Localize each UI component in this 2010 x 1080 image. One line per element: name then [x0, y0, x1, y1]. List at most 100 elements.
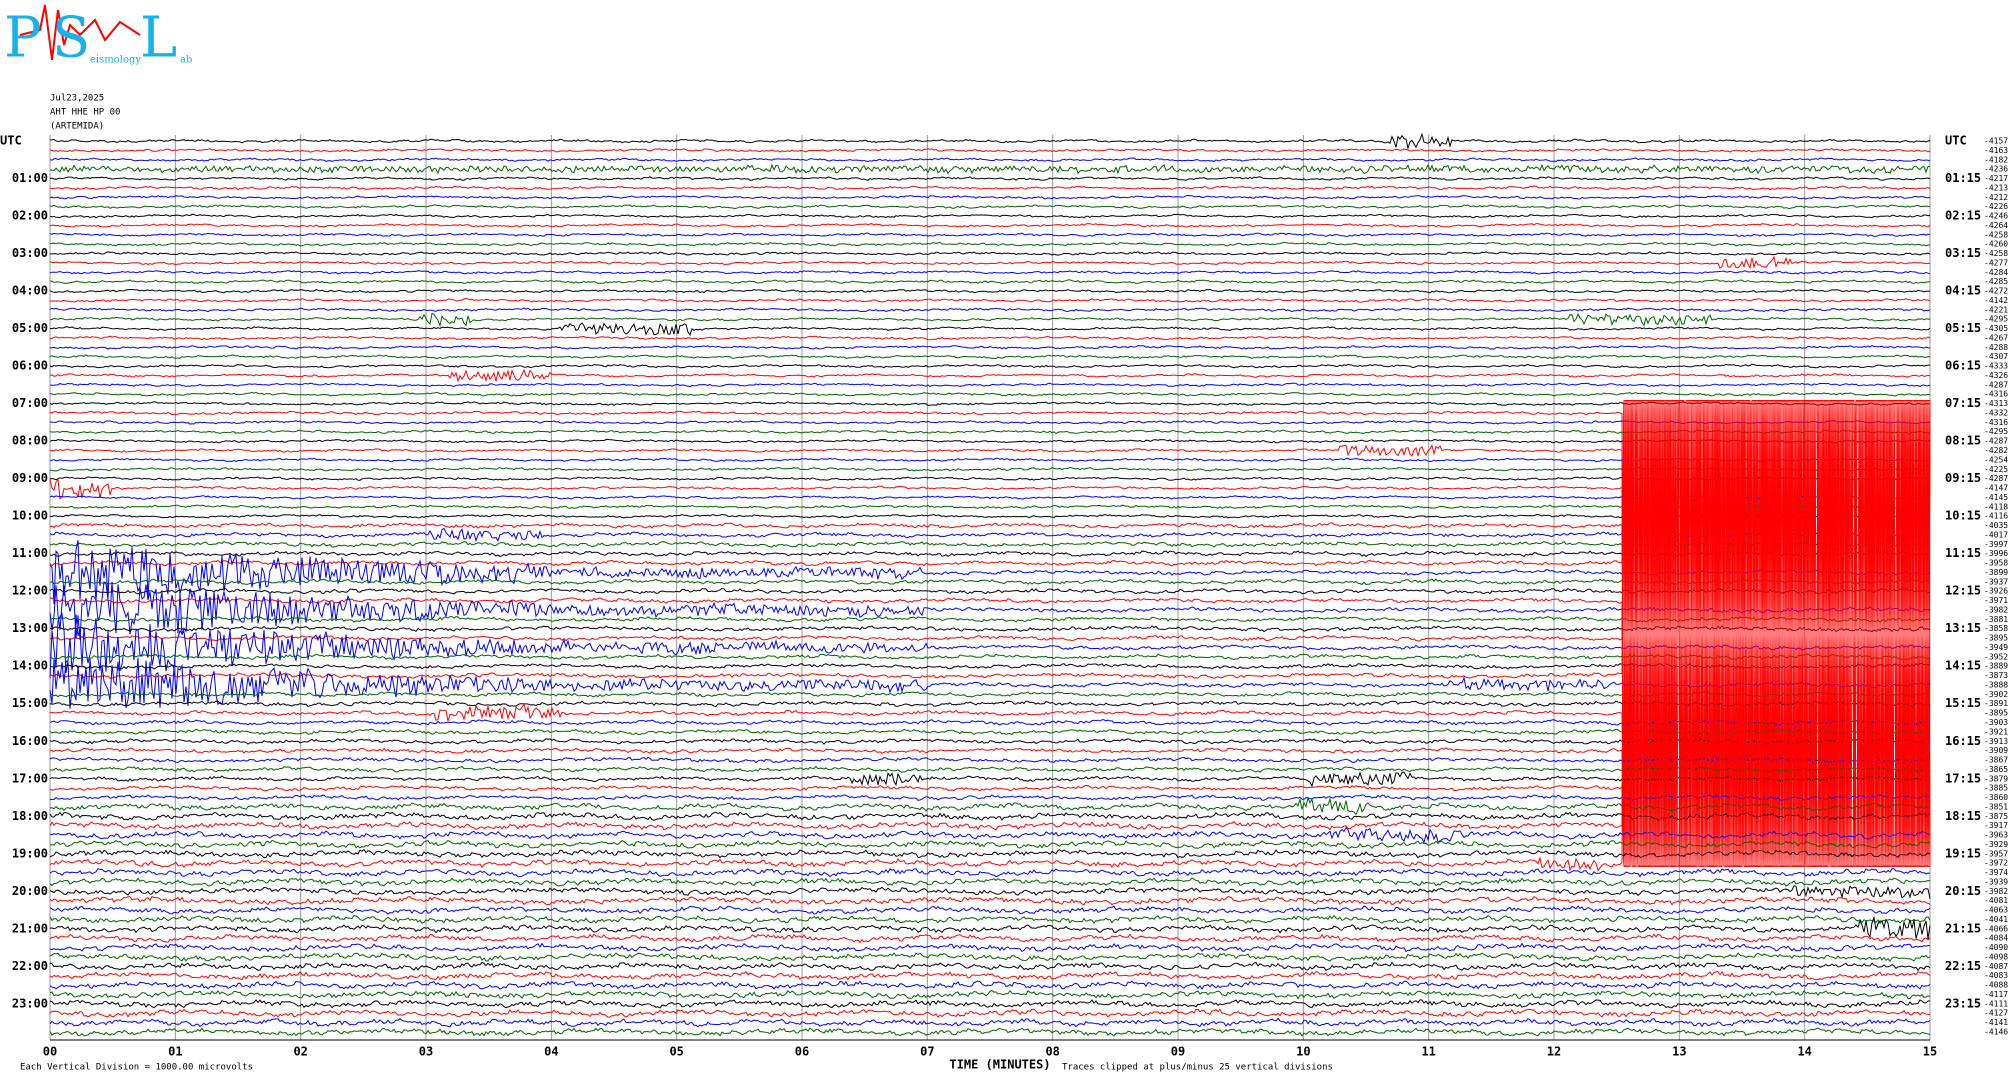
trace-offset: -4116: [1984, 512, 2008, 521]
trace: [49, 157, 1931, 163]
trace-offset: -3888: [1984, 680, 2008, 689]
trace-offset: -3895: [1984, 709, 2008, 718]
logo: P S eismology L ab: [4, 4, 192, 71]
trace-offset: -3929: [1984, 840, 2008, 849]
trace-offset: -4221: [1984, 305, 2008, 314]
note-right: Traces clipped at plus/minus 25 vertical…: [1062, 1063, 1333, 1073]
trace-offset: -3982: [1984, 605, 2008, 614]
row-label-left: 01:00: [12, 171, 48, 185]
row-label-right: 10:15: [1945, 509, 1981, 523]
trace-offset: -4118: [1984, 502, 2008, 511]
trace-offset: -4041: [1984, 915, 2008, 924]
trace: [49, 942, 1931, 953]
trace: [49, 826, 1931, 845]
row-label-right: UTC: [1945, 134, 1967, 148]
trace: [49, 419, 1931, 425]
trace-offset: -3958: [1984, 559, 2008, 568]
trace: [49, 132, 1931, 151]
trace: [49, 223, 1931, 228]
trace-offset: -3971: [1984, 596, 2008, 605]
trace: [49, 176, 1931, 181]
trace-offset: -4111: [1984, 999, 2008, 1008]
x-tick-label: 11: [1421, 1045, 1435, 1059]
trace-offset: -4035: [1984, 521, 2008, 530]
trace-offset: -4313: [1984, 399, 2008, 408]
row-label-right: 07:15: [1945, 396, 1981, 410]
row-label-right: 06:15: [1945, 359, 1981, 373]
trace: [49, 400, 1930, 867]
trace: [49, 255, 1930, 270]
logo-letter: P: [4, 6, 42, 71]
row-label-right: 21:15: [1945, 921, 1981, 935]
trace-offset: -4117: [1984, 990, 2008, 999]
trace: [49, 495, 1930, 500]
row-label-right: 15:15: [1945, 696, 1981, 710]
trace-offset: -4145: [1984, 493, 2008, 502]
trace: [49, 700, 1931, 708]
row-label-left: UTC: [0, 134, 22, 148]
trace-offset: -4316: [1984, 390, 2008, 399]
row-label-left: 07:00: [12, 396, 48, 410]
x-tick-label: 14: [1797, 1045, 1811, 1059]
x-tick-label: 12: [1547, 1045, 1561, 1059]
trace: [49, 400, 1931, 867]
row-label-right: 03:15: [1945, 246, 1981, 260]
trace-offset: -4081: [1984, 896, 2008, 905]
row-label-left: 09:00: [12, 471, 48, 485]
row-label-left: 18:00: [12, 809, 48, 823]
trace-offset: -3865: [1984, 765, 2008, 774]
trace-offset: -4305: [1984, 324, 2008, 333]
trace-offset: -4163: [1984, 146, 2008, 155]
trace: [49, 794, 1931, 801]
trace-offset: -4287: [1984, 474, 2008, 483]
trace-offset: -3937: [1984, 577, 2008, 586]
row-label-right: 01:15: [1945, 171, 1981, 185]
trace-offset: -4260: [1984, 240, 2008, 249]
trace-offset: -3996: [1984, 549, 2008, 558]
trace: [49, 616, 1931, 623]
row-label-left: 08:00: [12, 434, 48, 448]
trace: [49, 653, 1931, 661]
logo-small: eismology: [90, 55, 141, 66]
trace: [49, 728, 1931, 736]
trace: [49, 400, 1931, 867]
row-label-left: 03:00: [12, 246, 48, 260]
trace-offset: -3858: [1984, 624, 2008, 633]
x-tick-label: 09: [1171, 1045, 1185, 1059]
row-label-right: 11:15: [1945, 546, 1981, 560]
trace: [49, 429, 1931, 435]
trace: [49, 662, 1931, 670]
trace: [49, 322, 1931, 337]
logo-letter: S: [52, 6, 90, 71]
trace-offset: -3899: [1984, 568, 2008, 577]
row-label-left: 21:00: [12, 921, 48, 935]
trace-offset: -3949: [1984, 643, 2008, 652]
station: AHT HHE HP 00: [50, 108, 120, 118]
trace: [49, 580, 1931, 641]
trace-offset: -4264: [1984, 221, 2008, 230]
trace-offset: -3902: [1984, 690, 2008, 699]
trace-offset: -3903: [1984, 718, 2008, 727]
trace: [49, 933, 1931, 944]
trace-offset: -4146: [1984, 1028, 2008, 1037]
trace: [49, 690, 1931, 698]
trace: [49, 400, 1931, 872]
x-tick-label: 07: [920, 1045, 934, 1059]
x-tick-label: 04: [544, 1045, 558, 1059]
trace-offset: -4272: [1984, 287, 2008, 296]
row-label-right: 14:15: [1945, 659, 1981, 673]
x-tick-label: 10: [1296, 1045, 1310, 1059]
trace: [49, 625, 1931, 633]
trace: [49, 298, 1931, 303]
trace-offset: -4098: [1984, 952, 2008, 961]
trace: [49, 1008, 1931, 1018]
trace-offset: -4017: [1984, 530, 2008, 539]
trace-offset: -4267: [1984, 333, 2008, 342]
trace-offset: -4226: [1984, 202, 2008, 211]
trace: [49, 213, 1931, 219]
trace: [49, 466, 1931, 472]
trace-offset: -4284: [1984, 268, 2008, 277]
trace-offset: -4141: [1984, 1018, 2008, 1027]
trace: [49, 657, 1931, 709]
x-tick-label: 02: [293, 1045, 307, 1059]
